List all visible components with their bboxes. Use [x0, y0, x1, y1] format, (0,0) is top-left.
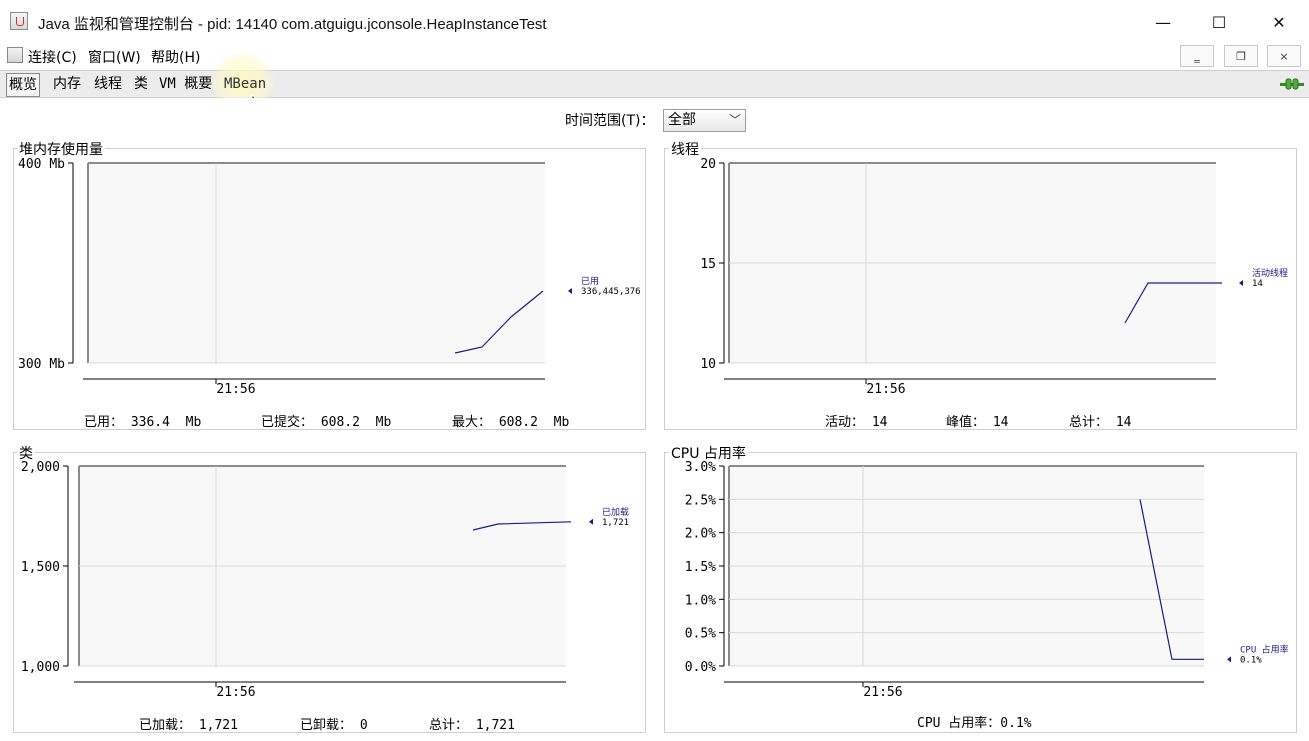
mdi-minimize-icon: ‗	[1194, 49, 1200, 63]
x-tick-label: 21:56	[866, 382, 905, 397]
y-tick-label: 15	[700, 257, 716, 272]
series-line	[1124, 282, 1222, 324]
series-marker-icon	[568, 288, 572, 294]
close-icon: ✕	[1272, 12, 1286, 32]
menu-window[interactable]: 窗口(W)	[88, 50, 141, 66]
panel-threads-title: 线程	[669, 139, 701, 159]
maximize-button[interactable]: ☐	[1196, 8, 1242, 36]
series-name-label: CPU 占用率	[1240, 643, 1289, 655]
series-name-label: 已加载	[602, 506, 629, 518]
window-title-bar	[0, 0, 1309, 44]
series-marker-icon	[589, 518, 593, 525]
tab-mbean[interactable]: MBean	[224, 76, 267, 92]
series-name-label: 已用	[581, 276, 599, 287]
connection-status-icon	[1280, 78, 1304, 90]
panel-heap-title: 堆内存使用量	[17, 139, 105, 159]
time-range-value: 全部	[668, 112, 696, 128]
maximize-icon: ☐	[1211, 12, 1227, 32]
y-tick-label: 2.0%	[685, 527, 716, 542]
mdi-restore-button[interactable]: ❐	[1224, 45, 1258, 67]
tab-threads[interactable]: 线程	[94, 76, 122, 92]
tab-overview[interactable]: 概览	[6, 73, 40, 97]
y-tick-label: 2.5%	[685, 493, 716, 508]
tab-vm-summary[interactable]: VM 概要	[159, 76, 213, 92]
classes-stat-loaded: 已加载： 1,721	[139, 718, 238, 733]
classes-stat-total: 总计： 1,721	[429, 718, 515, 733]
window-title: Java 监视和管理控制台 - pid: 14140 com.atguigu.j…	[38, 16, 547, 33]
heap-stat-used: 已用： 336.4 Mb	[84, 415, 202, 430]
series-value-label: 14	[1252, 279, 1263, 289]
x-tick-label: 21:56	[216, 685, 255, 700]
cpu-chart: 3.0% 2.5% 2.0% 1.5% 1.0% 0.5% 0.0% 21:56 CPU 占用率…	[685, 460, 1289, 700]
plot-area	[88, 163, 545, 363]
y-tick-label: 1.5%	[685, 560, 716, 575]
minimize-icon: —	[1155, 12, 1171, 32]
close-button[interactable]: ✕	[1256, 8, 1302, 36]
menu-connect[interactable]: 连接(C)	[28, 50, 77, 66]
series-value-label: 1,721	[602, 518, 629, 528]
series-value-label: 0.1%	[1240, 655, 1262, 665]
chevron-down-icon: ﹀	[728, 113, 741, 127]
panel-classes-title: 类	[17, 443, 35, 463]
java-app-icon	[10, 12, 28, 30]
series-marker-icon	[1227, 656, 1231, 663]
series-marker-icon	[1239, 280, 1243, 286]
time-range-label: 时间范围(T)：	[565, 113, 655, 129]
x-tick-label: 21:56	[216, 382, 255, 397]
threads-stat-peak: 峰值： 14	[946, 415, 1009, 430]
heap-stat-committed: 已提交： 608.2 Mb	[261, 415, 392, 430]
tab-classes[interactable]: 类	[134, 76, 148, 92]
series-value-label: 336,445,376	[581, 287, 641, 297]
y-tick-label: 400 Mb	[18, 157, 65, 172]
cpu-stat-usage: CPU 占用率：0.1%	[917, 716, 1032, 731]
java-menu-icon[interactable]	[7, 47, 23, 63]
series-line	[454, 290, 544, 354]
y-tick-label: 1,500	[21, 560, 60, 575]
y-tick-label: 3.0%	[685, 460, 716, 475]
y-tick-label: 20	[700, 157, 716, 172]
mdi-close-icon: ×	[1279, 49, 1289, 63]
y-tick-label: 10	[700, 357, 716, 372]
tab-memory[interactable]: 内存	[53, 76, 81, 92]
classes-stat-unloaded: 已卸载： 0	[300, 718, 368, 733]
time-range-select[interactable]: 全部 ﹀	[663, 109, 746, 132]
menu-help[interactable]: 帮助(H)	[151, 50, 201, 66]
x-tick-label: 21:56	[863, 685, 902, 700]
heap-stat-max: 最大： 608.2 Mb	[452, 415, 570, 430]
panel-cpu-title: CPU 占用率	[669, 443, 748, 463]
mdi-close-button[interactable]: ×	[1267, 45, 1301, 67]
y-tick-label: 0.0%	[685, 660, 716, 675]
y-tick-label: 0.5%	[685, 627, 716, 642]
mdi-minimize-button[interactable]: ‗	[1180, 45, 1214, 67]
series-line	[472, 521, 572, 531]
series-name-label: 活动线程	[1252, 267, 1288, 279]
y-tick-label: 300 Mb	[18, 357, 65, 372]
y-tick-label: 2,000	[21, 460, 60, 475]
mdi-restore-icon: ❐	[1236, 49, 1246, 63]
y-tick-label: 1,000	[21, 660, 60, 675]
threads-stat-total: 总计： 14	[1069, 415, 1132, 430]
threads-stat-live: 活动： 14	[825, 415, 888, 430]
series-line	[1139, 499, 1204, 660]
y-tick-label: 1.0%	[685, 593, 716, 608]
minimize-button[interactable]: —	[1140, 8, 1186, 36]
